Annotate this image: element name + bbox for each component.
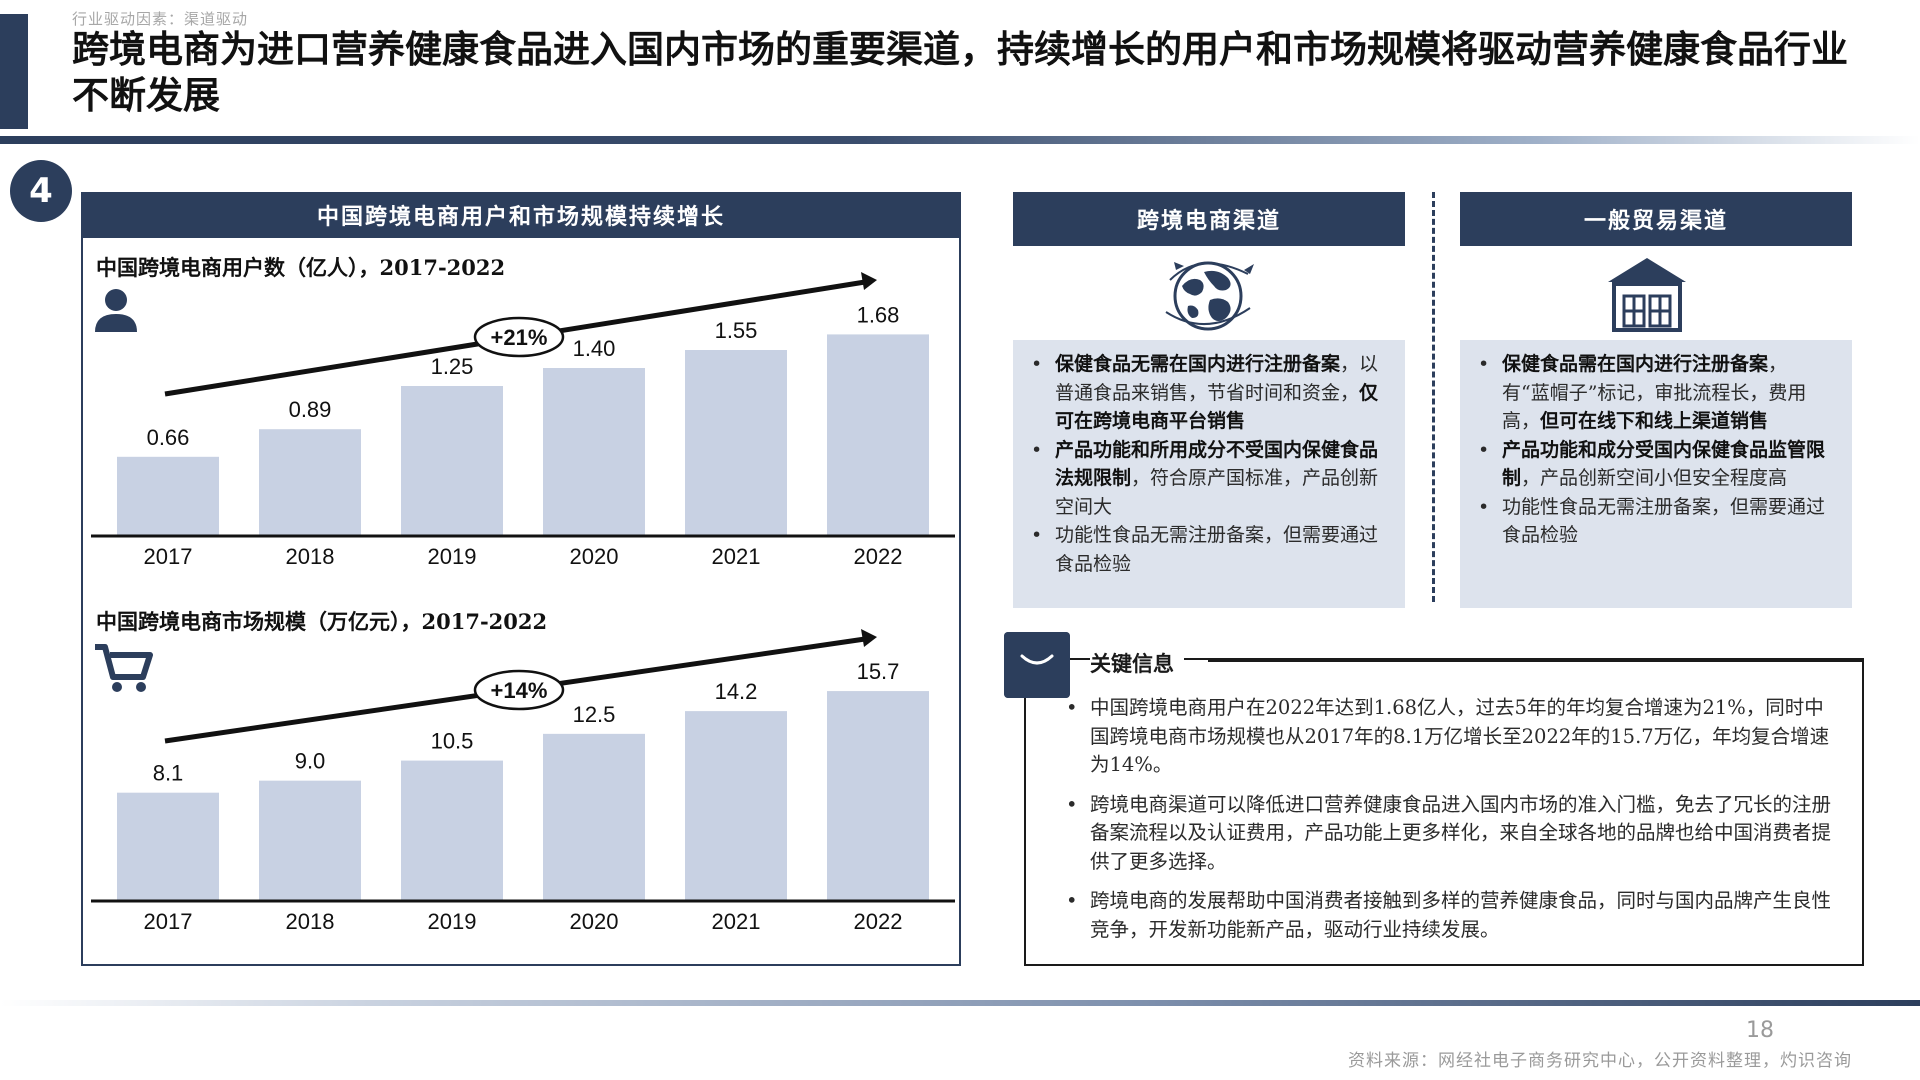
trend-arrow-head (861, 629, 877, 647)
footer-divider (0, 1000, 1920, 1006)
list-item: 跨境电商的发展帮助中国消费者接触到多样的营养健康食品，同时与国内品牌产生良性竞争… (1066, 887, 1842, 944)
globe-plane-icon (1165, 261, 1254, 331)
bar-value-label: 0.66 (147, 425, 190, 450)
category-label: 2019 (428, 909, 477, 934)
list-item: 保健食品需在国内进行注册备案，有“蓝帽子”标记，审批流程长，费用高，但可在线下和… (1478, 350, 1834, 436)
trend-arrow-head (861, 272, 877, 290)
page-title: 跨境电商为进口营养健康食品进入国内市场的重要渠道，持续增长的用户和市场规模将驱动… (72, 27, 1848, 117)
bar (117, 792, 219, 901)
category-label: 2021 (712, 544, 761, 569)
bar-value-label: 1.40 (573, 336, 616, 361)
section-number-badge: 4 (10, 160, 72, 222)
bar-value-label: 8.1 (153, 761, 184, 786)
bar (401, 386, 503, 536)
bar (827, 691, 929, 901)
bar (827, 334, 929, 536)
bar-value-label: 1.25 (431, 354, 474, 379)
breadcrumb: 行业驱动因素：渠道驱动 (72, 10, 249, 28)
bar-value-label: 12.5 (573, 702, 616, 727)
general-trade-channel-header: 一般贸易渠道 (1460, 192, 1852, 246)
growth-panel (81, 192, 961, 966)
category-label: 2021 (712, 909, 761, 934)
growth-panel-header: 中国跨境电商用户和市场规模持续增长 (81, 192, 961, 238)
bar-value-label: 0.89 (289, 397, 332, 422)
shopping-bag-icon (1004, 632, 1070, 698)
list-item: 中国跨境电商用户在2022年达到1.68亿人，过去5年的年均复合增速为21%，同… (1066, 694, 1842, 780)
cross-border-channel-card: 保健食品无需在国内进行注册备案，以普通食品来销售，节省时间和资金，仅可在跨境电商… (1013, 340, 1405, 608)
bar-value-label: 1.68 (857, 302, 900, 327)
header-accent-bar (0, 14, 28, 129)
bar-value-label: 15.7 (857, 659, 900, 684)
growth-rate-label: +21% (491, 325, 548, 350)
bar-value-label: 10.5 (431, 729, 474, 754)
category-label: 2017 (144, 544, 193, 569)
category-label: 2020 (570, 544, 619, 569)
growth-rate-badge (473, 669, 565, 711)
bar (685, 350, 787, 536)
shopping-cart-icon (95, 644, 153, 692)
bar (259, 429, 361, 536)
growth-rate-badge (473, 316, 565, 358)
general-trade-channel-card: 保健食品需在国内进行注册备案，有“蓝帽子”标记，审批流程长，费用高，但可在线下和… (1460, 340, 1852, 608)
list-item: 功能性食品无需注册备案，但需要通过食品检验 (1031, 521, 1387, 578)
key-info-rule (1208, 660, 1864, 662)
header-divider (0, 136, 1920, 144)
bar (117, 456, 219, 536)
list-item: 产品功能和成分受国内保健食品监管限制，产品创新空间小但安全程度高 (1478, 436, 1834, 493)
store-icon (1608, 258, 1686, 332)
category-label: 2018 (286, 544, 335, 569)
market-size-chart: +14% 8.1 2017 9.0 2018 10.5 2019 12.5 2020 14.2 20… (91, 629, 955, 934)
user-count-chart: +21% 0.66 2017 0.89 2018 1.25 2019 1.40 2020 1.55… (91, 272, 955, 569)
bar-value-label: 1.55 (715, 318, 758, 343)
list-item: 保健食品无需在国内进行注册备案，以普通食品来销售，节省时间和资金，仅可在跨境电商… (1031, 350, 1387, 436)
category-label: 2019 (428, 544, 477, 569)
list-item: 功能性食品无需注册备案，但需要通过食品检验 (1478, 493, 1834, 550)
bar (543, 733, 645, 901)
category-label: 2018 (286, 909, 335, 934)
bar-value-label: 9.0 (295, 749, 326, 774)
channel-divider (1432, 192, 1435, 602)
source-note: 资料来源：网经社电子商务研究中心，公开资料整理，灼识咨询 (1348, 1051, 1852, 1071)
category-label: 2020 (570, 909, 619, 934)
list-item: 跨境电商渠道可以降低进口营养健康食品进入国内市场的准入门槛，免去了冗长的注册备案… (1066, 791, 1842, 877)
category-label: 2022 (854, 544, 903, 569)
bar (401, 760, 503, 901)
page-number: 18 (1746, 1018, 1774, 1043)
category-label: 2022 (854, 909, 903, 934)
key-info-list: 中国跨境电商用户在2022年达到1.68亿人，过去5年的年均复合增速为21%，同… (1062, 694, 1842, 955)
bar-value-label: 14.2 (715, 679, 758, 704)
bar (685, 711, 787, 901)
growth-rate-label: +14% (491, 678, 548, 703)
key-info-title: 关键信息 (1090, 648, 1184, 678)
list-item: 产品功能和所用成分不受国内保健食品法规限制，符合原产国标准，产品创新空间大 (1031, 436, 1387, 522)
bar (259, 780, 361, 901)
user-chart-title: 中国跨境电商用户数（亿人），2017-2022 (96, 255, 506, 280)
bar (543, 368, 645, 536)
cross-border-channel-header: 跨境电商渠道 (1013, 192, 1405, 246)
person-icon (95, 289, 137, 332)
market-chart-title: 中国跨境电商市场规模（万亿元），2017-2022 (96, 609, 548, 634)
category-label: 2017 (144, 909, 193, 934)
